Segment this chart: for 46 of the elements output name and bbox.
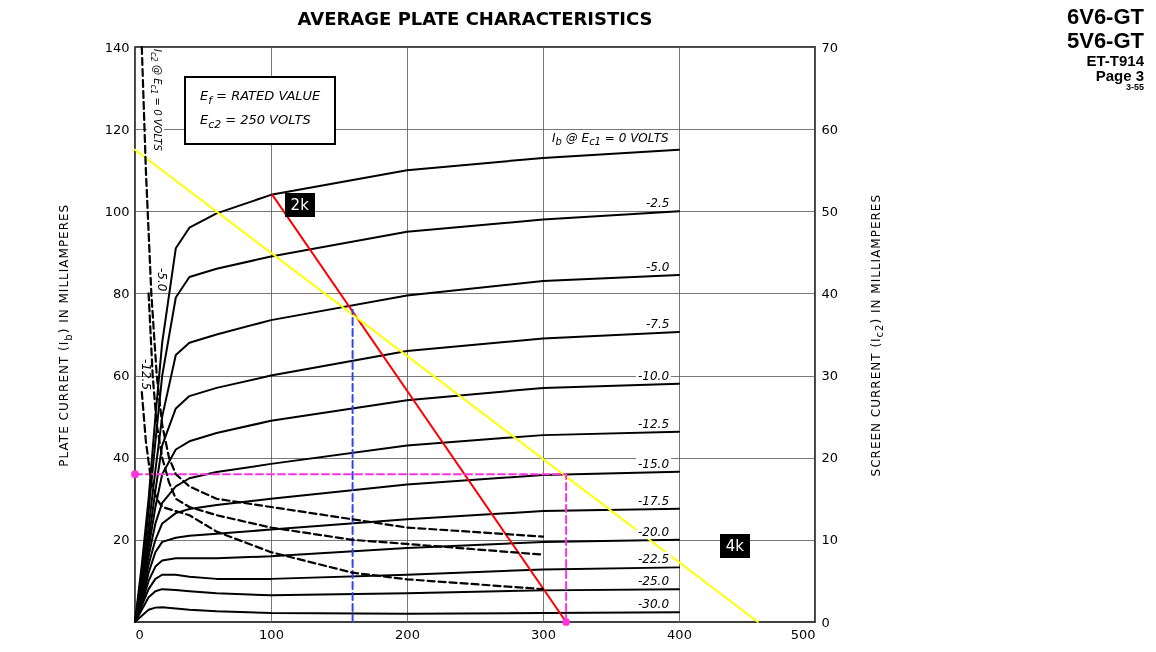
y2-tick-label: 50 <box>821 203 839 219</box>
series-label: -2.5 <box>644 196 672 211</box>
y-tick-label: 20 <box>112 532 130 548</box>
text: 4k <box>719 534 751 558</box>
y2-tick-label: 40 <box>821 285 839 301</box>
x-tick-label: 0 <box>135 626 144 642</box>
y2-tick-label: 0 <box>821 614 830 630</box>
y-tick-label: 120 <box>104 121 130 137</box>
x-tick-label: 500 <box>790 626 816 642</box>
y2-tick-label: 20 <box>821 450 839 466</box>
series-label: I$_{b}$ @ E$_{c1}$ = 0 VOLTS <box>550 130 671 150</box>
x-tick-label: 100 <box>259 626 284 642</box>
y2-tick-label: 10 <box>821 532 839 548</box>
series-label: -22.5 <box>636 552 672 567</box>
y2-tick-label: 70 <box>821 39 839 55</box>
y-tick-label: 140 <box>104 39 130 55</box>
text: -5.0 <box>153 268 170 292</box>
note-box: E$_{f}$ = RATED VALUE E$_{c2}$ = 250 VOLTS <box>183 75 337 145</box>
series-label: 2k <box>284 192 315 217</box>
text: 3-55 <box>1126 82 1144 92</box>
x-tick-label: 400 <box>667 626 692 642</box>
series-label: -25.0 <box>636 574 672 589</box>
chart-title: AVERAGE PLATE CHARACTERISTICS <box>297 8 653 29</box>
annotation: E$_{c2}$ = 250 VOLTS <box>199 111 312 133</box>
series-label: -30.0 <box>636 597 672 612</box>
series-label: -5.0 <box>644 259 672 274</box>
x-tick-label: 300 <box>531 626 556 642</box>
x-tick-label: 200 <box>395 626 420 642</box>
y-tick-label: 80 <box>112 285 130 301</box>
series-label: -20.0 <box>636 524 672 539</box>
text: ET-T914 <box>1086 52 1144 69</box>
series-label: -10.0 <box>636 368 672 383</box>
series-label: -17.5 <box>636 493 672 508</box>
series-label: -12.5 <box>636 416 672 431</box>
text: 6V6-GT <box>1066 4 1144 30</box>
series-label: -15.0 <box>636 456 672 471</box>
annotation: E$_{f}$ = RATED VALUE <box>199 86 321 109</box>
text: Page 3 <box>1095 67 1144 84</box>
series-label: -7.5 <box>644 317 672 332</box>
y2-tick-label: 60 <box>821 121 839 137</box>
y2-tick-label: 30 <box>821 368 839 384</box>
y-tick-label: 60 <box>112 368 130 384</box>
y-tick-label: 100 <box>104 203 130 219</box>
text: -12.5 <box>138 359 154 391</box>
text: 5V6-GT <box>1066 28 1144 54</box>
y-tick-label: 40 <box>112 450 130 466</box>
